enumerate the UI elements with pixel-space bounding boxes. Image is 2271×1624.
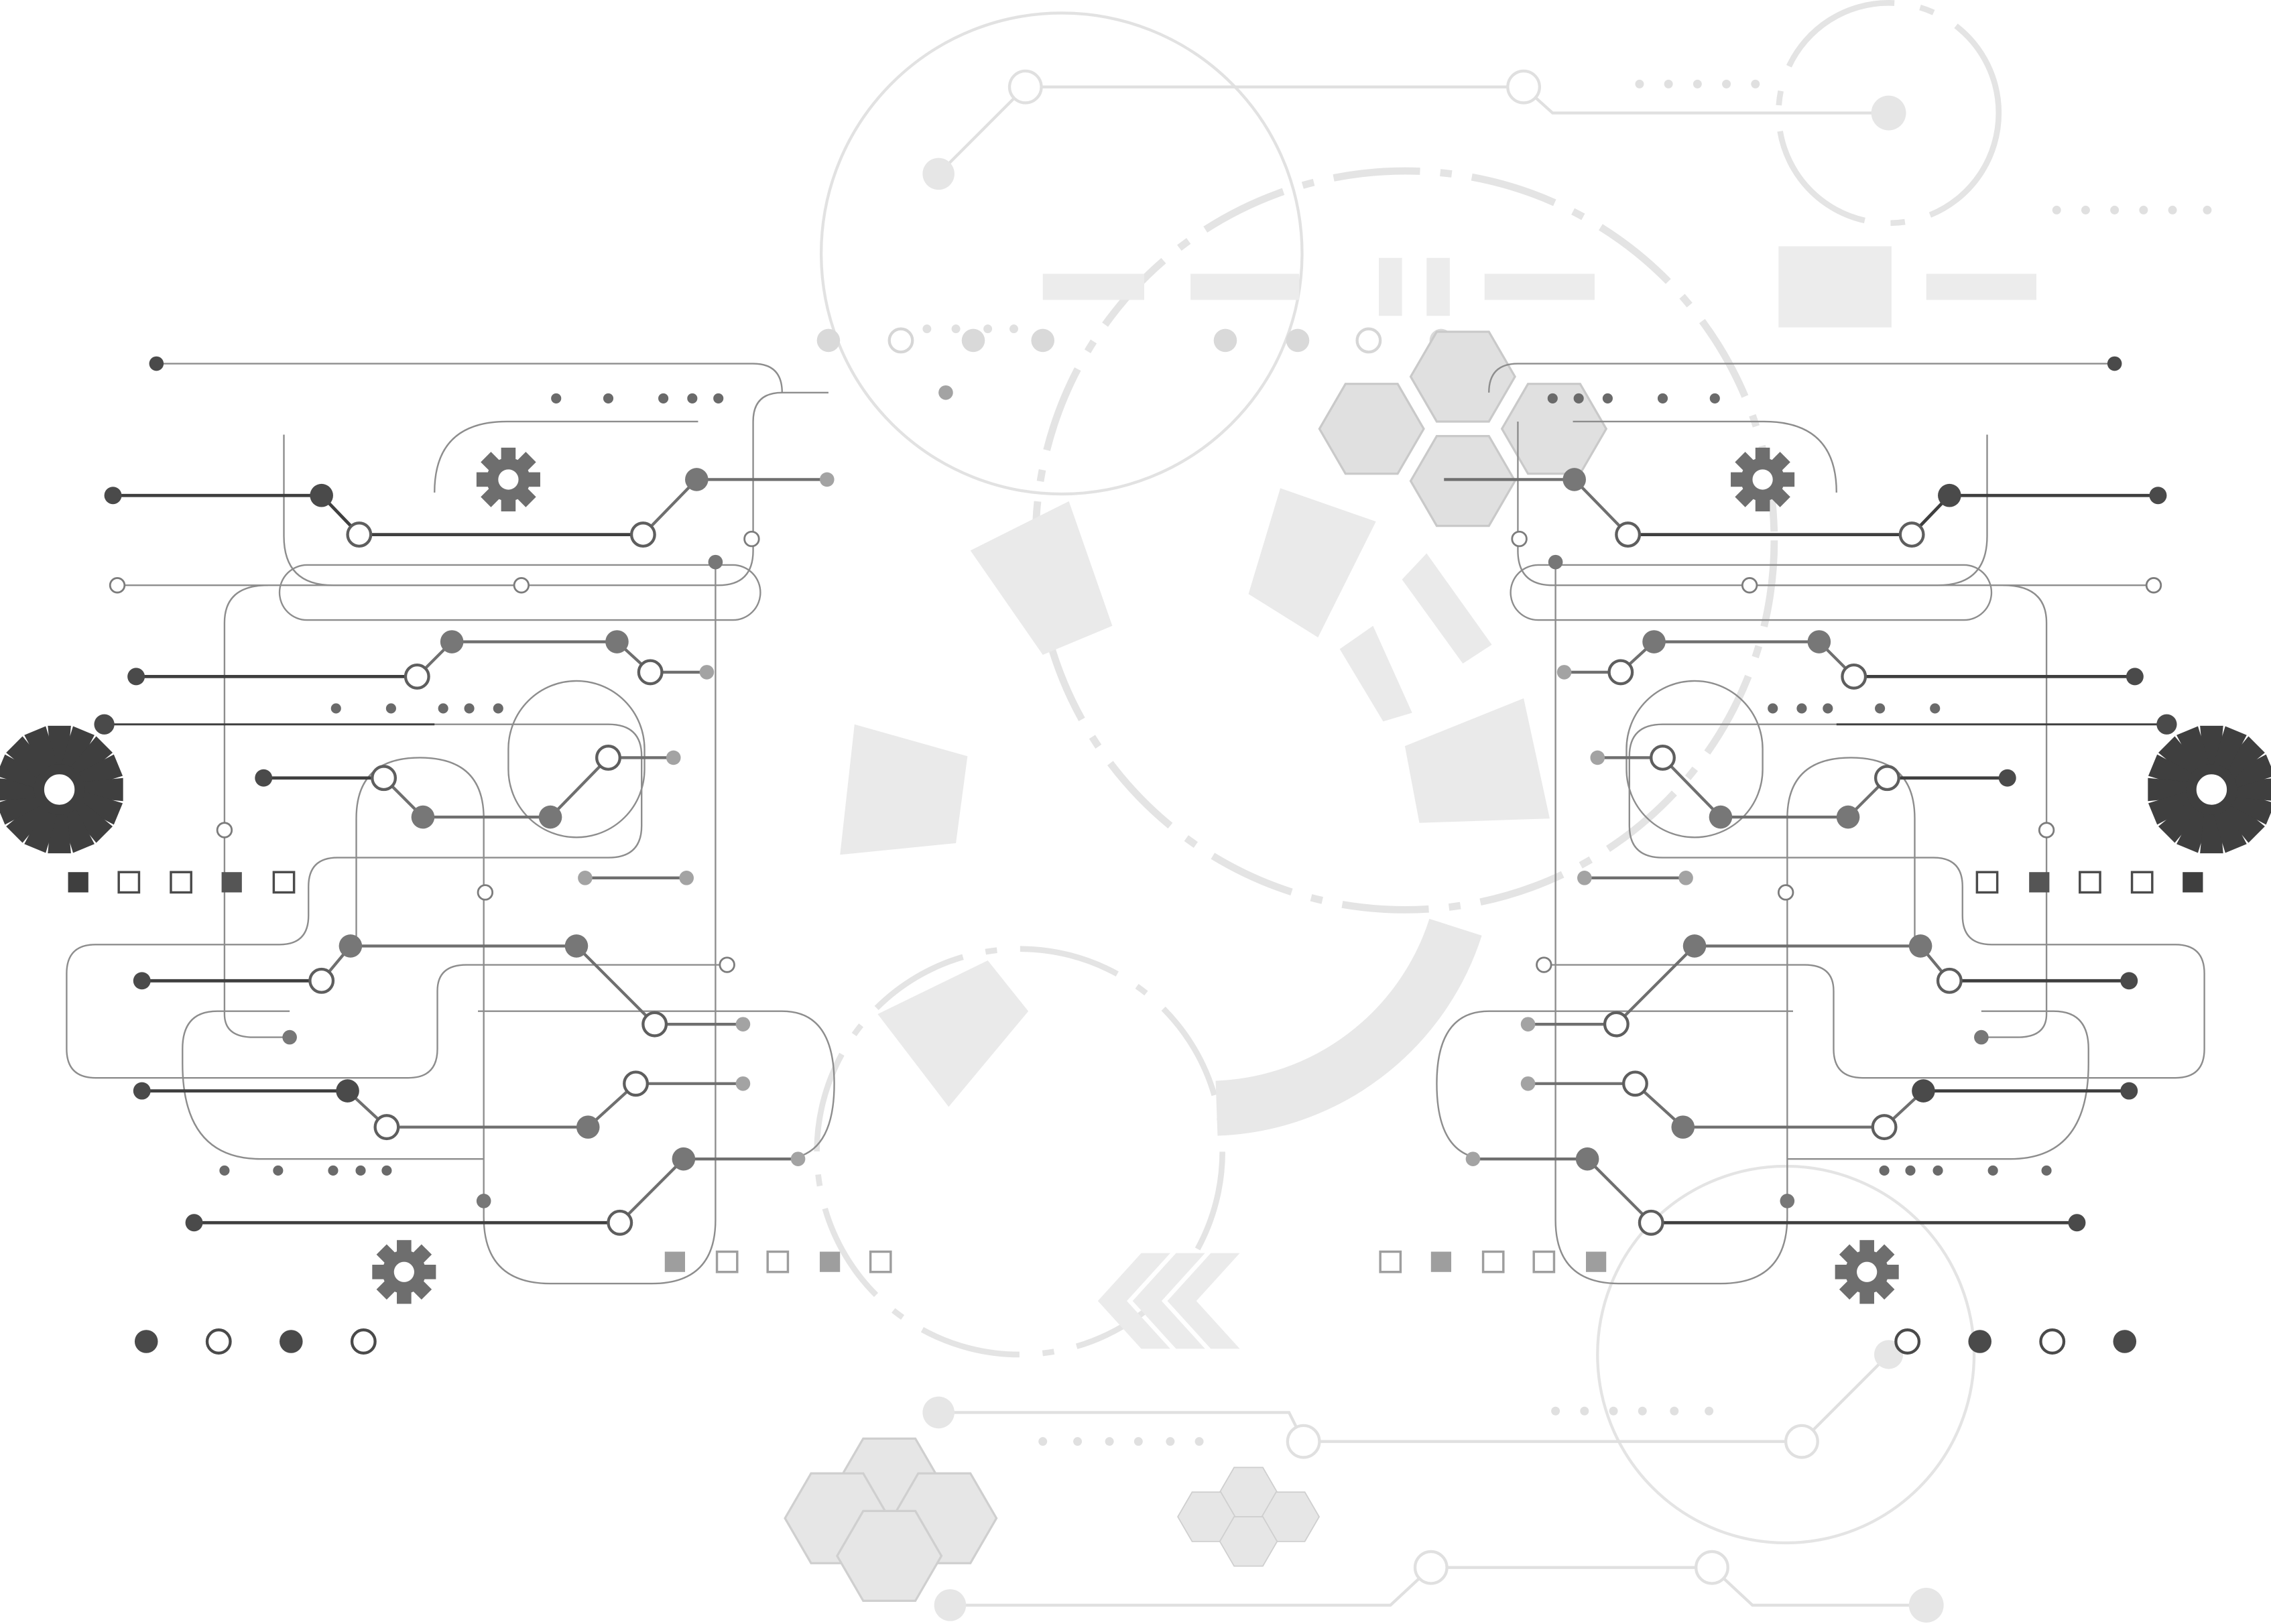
sunburst-gear-icon <box>0 726 123 853</box>
circuit-board-left <box>0 356 953 1355</box>
background-layer <box>784 0 2212 1623</box>
chevron-left-icon <box>1097 1253 1240 1349</box>
dot-row <box>134 1328 377 1355</box>
gear-icon <box>476 447 540 511</box>
gear-icon <box>372 1240 436 1304</box>
hexagon-cluster-icon <box>1177 1466 1320 1567</box>
square-row <box>664 1250 892 1273</box>
hexagon-cluster-icon <box>1318 330 1607 527</box>
hexagon-cluster-icon <box>784 1437 998 1603</box>
circuit-board-right <box>1379 356 2271 1355</box>
square-row <box>68 871 296 894</box>
